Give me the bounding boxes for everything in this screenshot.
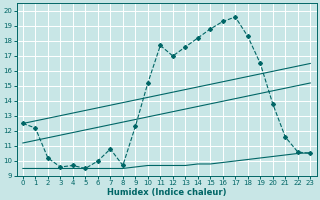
X-axis label: Humidex (Indice chaleur): Humidex (Indice chaleur) <box>107 188 226 197</box>
